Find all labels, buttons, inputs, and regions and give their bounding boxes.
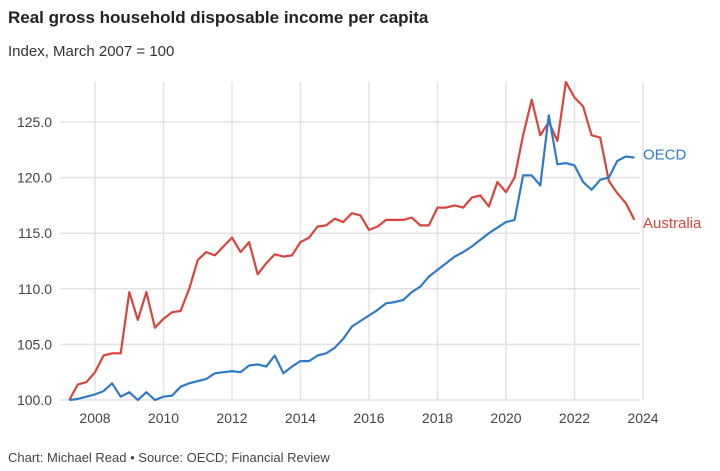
chart-title: Real gross household disposable income p…: [8, 8, 429, 27]
series-line-australia: [68, 80, 636, 401]
series-label-australia: Australia: [643, 215, 702, 232]
x-tick-label: 2022: [559, 410, 590, 426]
chart-source: Chart: Michael Read • Source: OECD; Fina…: [8, 450, 330, 465]
x-tick-label: 2014: [285, 410, 316, 426]
x-tick-label: 2020: [490, 410, 521, 426]
x-tick-label: 2010: [148, 410, 179, 426]
y-tick-label: 110.0: [18, 281, 52, 297]
y-tick-label: 100.0: [17, 392, 52, 408]
y-tick-label: 105.0: [17, 336, 52, 352]
y-tick-label: 115.0: [18, 225, 52, 241]
x-tick-label: 2016: [353, 410, 384, 426]
y-tick-label: 125.0: [17, 114, 52, 130]
y-tick-label: 120.0: [17, 170, 52, 186]
x-tick-label: 2018: [422, 410, 453, 426]
x-tick-label: 2012: [216, 410, 247, 426]
x-tick-label: 2024: [627, 410, 658, 426]
x-tick-label: 2008: [79, 410, 110, 426]
series-label-oecd: OECD: [643, 147, 687, 164]
series-line-oecd: [69, 114, 635, 402]
chart-subtitle: Index, March 2007 = 100: [8, 43, 175, 60]
